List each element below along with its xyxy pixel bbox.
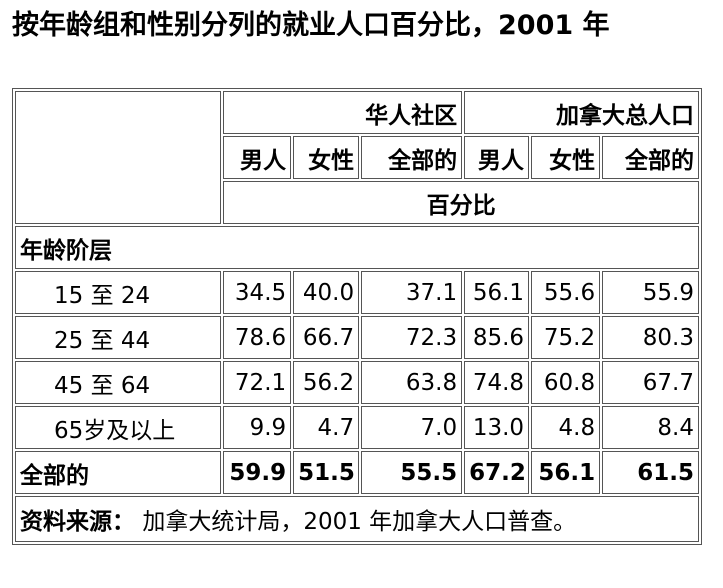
cell: 4.7 [293,406,360,449]
cell: 56.2 [293,361,360,404]
cell: 55.6 [531,271,601,314]
section: 年龄阶层 [15,226,699,269]
cell: 13.0 [464,406,530,449]
total-cell: 55.5 [361,451,463,494]
cell: 40.0 [293,271,360,314]
total-cell: 61.5 [602,451,699,494]
row-label: 25 至 44 [15,316,222,359]
cell: 55.9 [602,271,699,314]
cell: 34.5 [223,271,292,314]
title: 按年龄组和性别分列的就业人口百分比，2001 年 [12,10,610,41]
row-label: 15 至 24 [15,271,222,314]
sub-header: 全部的 [602,136,699,179]
sub-header: 男人 [464,136,530,179]
source-text: 加拿大统计局，2001 年加拿大人口普查。 [142,509,577,535]
sub-header: 女性 [293,136,360,179]
sub-header: 全部的 [361,136,463,179]
total-cell: 51.5 [293,451,360,494]
row-label: 45 至 64 [15,361,222,404]
cell: 80.3 [602,316,699,359]
total-label: 全部的 [15,451,222,494]
cell: 56.1 [464,271,530,314]
cell: 4.8 [531,406,601,449]
cell: 8.4 [602,406,699,449]
unit: 百分比 [223,181,699,224]
group-header: 华人社区 [223,91,463,134]
corner [15,91,222,224]
source: 资料来源： 加拿大统计局，2001 年加拿大人口普查。 [15,496,699,542]
cell: 78.6 [223,316,292,359]
cell: 60.8 [531,361,601,404]
cell: 63.8 [361,361,463,404]
cell: 85.6 [464,316,530,359]
cell: 67.7 [602,361,699,404]
cell: 72.3 [361,316,463,359]
source-label: 资料来源： [20,509,135,535]
cell: 66.7 [293,316,360,359]
cell: 74.8 [464,361,530,404]
total-cell: 59.9 [223,451,292,494]
group-header: 加拿大总人口 [464,91,699,134]
total-cell: 56.1 [531,451,601,494]
cell: 72.1 [223,361,292,404]
sub-header: 女性 [531,136,601,179]
sub-header: 男人 [223,136,292,179]
table: 华人社区 加拿大总人口 男人 女性 全部的 男人 女性 全部的 百分比 年龄阶层 15 至… [12,88,702,545]
row-label: 65岁及以上 [15,406,222,449]
cell: 75.2 [531,316,601,359]
cell: 7.0 [361,406,463,449]
cell: 9.9 [223,406,292,449]
cell: 37.1 [361,271,463,314]
total-cell: 67.2 [464,451,530,494]
